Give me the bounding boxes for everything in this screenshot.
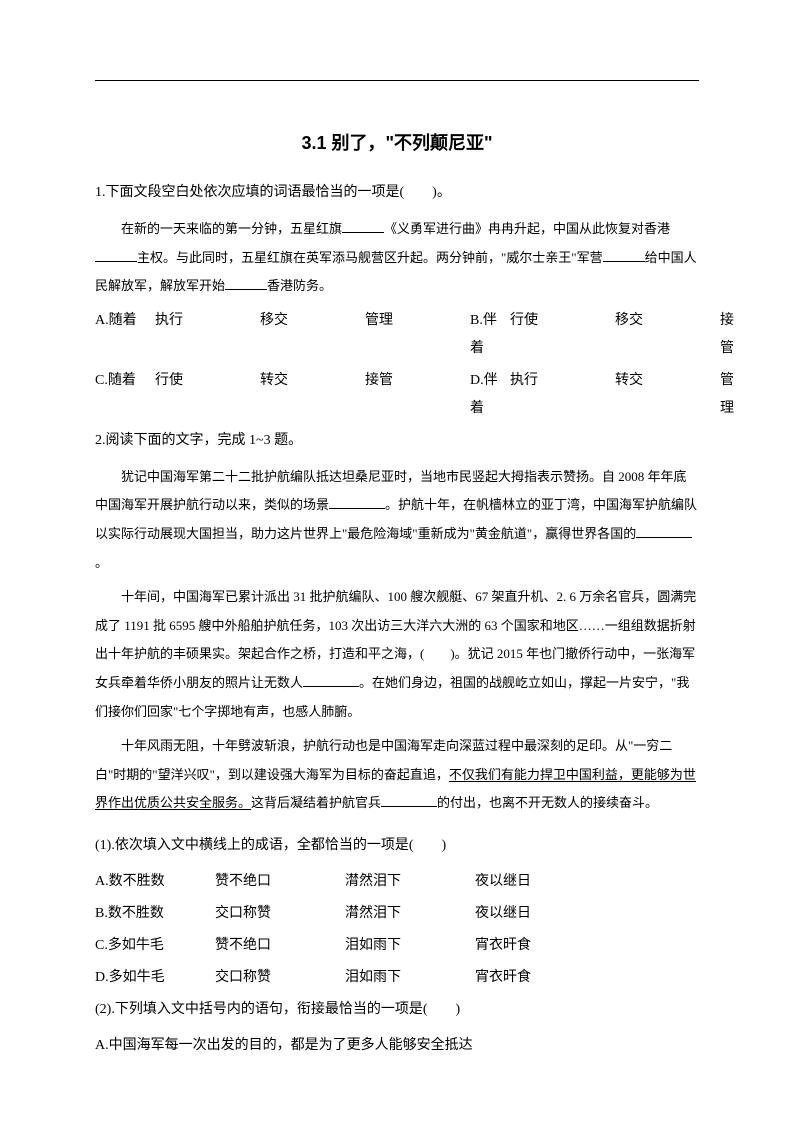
blank bbox=[303, 674, 359, 687]
page-title: 3.1 别了，"不列颠尼亚" bbox=[95, 129, 699, 155]
q2-stem: 2.阅读下面的文字，完成 1~3 题。 bbox=[95, 427, 699, 455]
q2-p1: 犹记中国海军第二十二批护航编队抵达坦桑尼亚时，当地市民竖起大拇指表示赞扬。自 2… bbox=[95, 463, 699, 577]
blank bbox=[636, 525, 692, 538]
option-cell: A.数不胜数 bbox=[95, 868, 215, 896]
option-word: 管理 bbox=[365, 307, 470, 363]
passage-text: 。 bbox=[95, 555, 108, 570]
option-cell: 赞不绝口 bbox=[215, 868, 345, 896]
option-cell: C.多如牛毛 bbox=[95, 932, 215, 960]
option-cell: 夜以继日 bbox=[475, 868, 595, 896]
q1-passage-text: 在新的一天来临的第一分钟，五星红旗 bbox=[121, 221, 342, 236]
sub1-option-row: B.数不胜数 交口称赞 潸然泪下 夜以继日 bbox=[95, 900, 699, 928]
option-word: 接管 bbox=[365, 367, 470, 423]
blank bbox=[329, 496, 385, 509]
option-cell: 泪如雨下 bbox=[345, 964, 475, 992]
option-label: A.随着 bbox=[95, 307, 155, 363]
option-word: 接管 bbox=[720, 307, 734, 363]
top-divider bbox=[95, 80, 699, 81]
option-word: 转交 bbox=[615, 367, 720, 423]
passage-text: 这背后凝结着护航官兵 bbox=[251, 795, 381, 810]
blank bbox=[342, 220, 384, 233]
option-label: C.随着 bbox=[95, 367, 155, 423]
option-cell: 潸然泪下 bbox=[345, 868, 475, 896]
blank bbox=[225, 277, 267, 290]
sub1-option-row: D.多如牛毛 交口称赞 泪如雨下 宵衣旰食 bbox=[95, 964, 699, 992]
sub2-option-a: A.中国海军每一次出发的目的，都是为了更多人能够安全抵达 bbox=[95, 1032, 699, 1060]
q1-passage-text: 香港防务。 bbox=[267, 278, 332, 293]
option-cell: 赞不绝口 bbox=[215, 932, 345, 960]
option-cell: D.多如牛毛 bbox=[95, 964, 215, 992]
option-cell: 宵衣旰食 bbox=[475, 932, 595, 960]
option-cell: 潸然泪下 bbox=[345, 900, 475, 928]
option-label: D.伴着 bbox=[470, 367, 510, 423]
q2-p3: 十年风雨无阻，十年劈波斩浪，护航行动也是中国海军走向深蓝过程中最深刻的足印。从"… bbox=[95, 732, 699, 818]
q1-passage: 在新的一天来临的第一分钟，五星红旗 《义勇军进行曲》冉冉升起，中国从此恢复对香港主… bbox=[95, 215, 699, 301]
option-cell: 交口称赞 bbox=[215, 964, 345, 992]
q1-passage-text: 《义勇军进行曲》冉冉升起，中国从此恢复对香港 bbox=[384, 221, 670, 236]
option-word: 移交 bbox=[260, 307, 365, 363]
sub2-stem: (2).下列填入文中括号内的语句，衔接最恰当的一项是( ) bbox=[95, 996, 699, 1024]
q1-passage-text: 主权。与此同时，五星红旗在英军添马舰营区升起。两分钟前，"威尔士亲王"军营 bbox=[137, 250, 603, 265]
q1-option-row: A.随着 执行 移交 管理 B.伴着 行使 移交 接管 bbox=[95, 307, 699, 363]
q2-p2: 十年间，中国海军已累计派出 31 批护航编队、100 艘次舰艇、67 架直升机、… bbox=[95, 583, 699, 726]
option-label: B.伴着 bbox=[470, 307, 510, 363]
blank bbox=[95, 249, 137, 262]
blank bbox=[381, 794, 437, 807]
passage-text: 的付出，也离不开无数人的接续奋斗。 bbox=[437, 795, 658, 810]
option-cell: 交口称赞 bbox=[215, 900, 345, 928]
option-word: 行使 bbox=[510, 307, 615, 363]
sub1-option-row: A.数不胜数 赞不绝口 潸然泪下 夜以继日 bbox=[95, 868, 699, 896]
option-word: 执行 bbox=[510, 367, 615, 423]
option-cell: 泪如雨下 bbox=[345, 932, 475, 960]
sub1-stem: (1).依次填入文中横线上的成语，全都恰当的一项是( ) bbox=[95, 832, 699, 860]
option-cell: 宵衣旰食 bbox=[475, 964, 595, 992]
option-cell: B.数不胜数 bbox=[95, 900, 215, 928]
option-word: 管理 bbox=[720, 367, 734, 423]
option-word: 行使 bbox=[155, 367, 260, 423]
option-cell: 夜以继日 bbox=[475, 900, 595, 928]
q1-stem: 1.下面文段空白处依次应填的词语最恰当的一项是( )。 bbox=[95, 179, 699, 207]
option-word: 移交 bbox=[615, 307, 720, 363]
blank bbox=[603, 249, 645, 262]
option-word: 转交 bbox=[260, 367, 365, 423]
option-word: 执行 bbox=[155, 307, 260, 363]
q1-option-row: C.随着 行使 转交 接管 D.伴着 执行 转交 管理 bbox=[95, 367, 699, 423]
sub1-option-row: C.多如牛毛 赞不绝口 泪如雨下 宵衣旰食 bbox=[95, 932, 699, 960]
